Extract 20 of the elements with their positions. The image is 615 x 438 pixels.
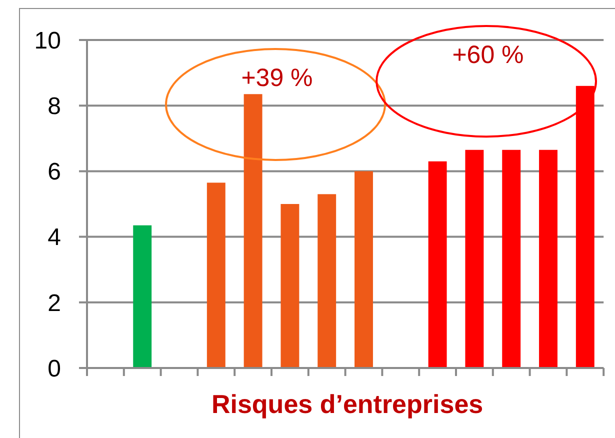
bar [280, 204, 300, 368]
annotation: +39 % [241, 64, 313, 92]
bar [354, 171, 373, 368]
y-tick-label: 10 [34, 27, 61, 54]
y-tick-label: 8 [48, 93, 61, 120]
bar [428, 161, 447, 368]
bar [244, 94, 262, 368]
y-tick-label: 4 [48, 224, 61, 252]
y-tick-label: 6 [48, 158, 61, 186]
x-axis-title: Risques d’entreprises [211, 389, 484, 419]
annotation: +60 % [452, 41, 524, 69]
bar [465, 150, 484, 368]
bar [539, 150, 558, 368]
y-tick-label: 0 [48, 355, 61, 382]
bar [206, 182, 226, 368]
bar [318, 194, 336, 368]
bar [502, 150, 521, 368]
bar [576, 86, 594, 368]
y-tick-label: 2 [48, 290, 61, 317]
bar [133, 225, 152, 368]
